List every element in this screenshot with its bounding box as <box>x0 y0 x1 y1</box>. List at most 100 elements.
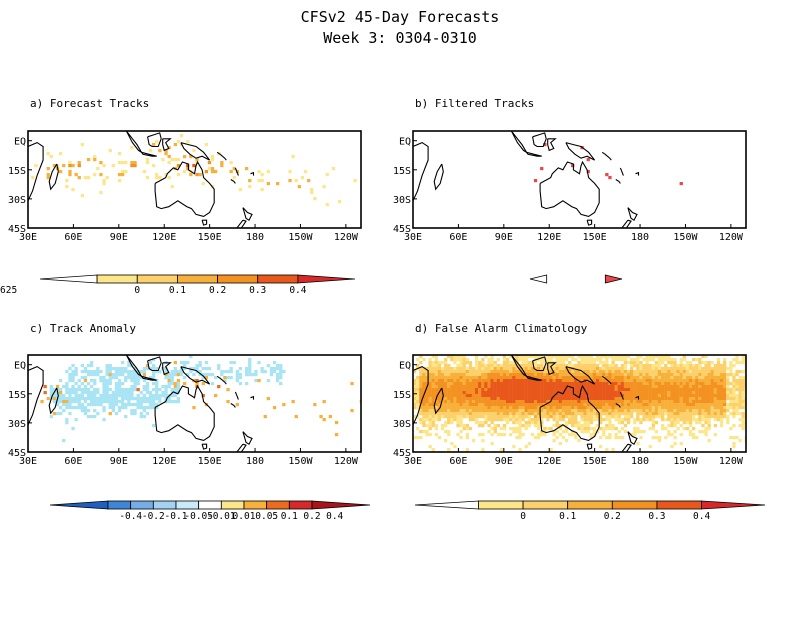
panel-d-lat-tick: 30S <box>393 419 411 430</box>
colorbar-box <box>656 500 702 510</box>
colorbar-box <box>175 500 200 510</box>
panel-c-frame <box>27 354 362 453</box>
panel-a-frame <box>27 130 362 229</box>
panel-d-lon-tick: 120E <box>537 456 561 467</box>
panel-b-lon-tick: 60E <box>449 232 467 243</box>
colorbar-box <box>478 500 524 510</box>
panel-b-lon-tick: 150W <box>673 232 698 243</box>
panel-d-lon-tick: 150E <box>583 456 607 467</box>
figure-title-line1: CFSv2 45-Day Forecasts <box>301 8 500 26</box>
panel-c-field <box>28 355 361 452</box>
map-panels: a) Forecast Tracks 30E 60E 90E 120E 150E 180 15… <box>0 97 766 522</box>
panel-a: a) Forecast Tracks 30E 60E 90E 120E 150E 180 15… <box>8 97 362 296</box>
panel-a-lon-tick: 120E <box>152 232 176 243</box>
panel-b-colorbar: 0.0625 <box>0 274 623 296</box>
panel-c-label: c) Track Anomaly <box>30 322 136 335</box>
panel-d-label: d) False Alarm Climatology <box>415 322 588 335</box>
panel-b-lat-tick: 30S <box>393 195 411 206</box>
panel-b-lat-tick: 15S <box>393 166 411 177</box>
panel-c-lat-tick: EQ <box>14 361 26 372</box>
panel-a-lon-tick: 60E <box>64 232 82 243</box>
colorbar-label: 0.1 <box>169 285 186 296</box>
panel-c-lat-tick: 45S <box>8 448 26 459</box>
colorbar-box <box>567 500 613 510</box>
panel-d-field <box>413 355 746 452</box>
panel-d-lat-tick: 15S <box>393 390 411 401</box>
panel-d-lon-tick: 90E <box>495 456 513 467</box>
panel-c-lon-tick: 30E <box>19 456 37 467</box>
panel-d: d) False Alarm Climatology 30E 60E 90E 120E 1… <box>393 322 766 522</box>
colorbar-label: -0.2 <box>142 511 165 522</box>
panel-a-lat-tick: 30S <box>8 195 26 206</box>
colorbar-box <box>198 500 222 510</box>
panel-b-lon-tick: 120E <box>537 232 561 243</box>
colorbar-label: 0.3 <box>648 511 665 522</box>
panel-b-coastlines <box>413 131 640 228</box>
panel-c-lat-tick: 30S <box>8 419 26 430</box>
panel-a-colorbar: 0 0.1 0.2 0.3 0.4 <box>39 274 356 296</box>
colorbar-label: 0 <box>520 511 526 522</box>
colorbar-box <box>152 500 177 510</box>
panel-a-label: a) Forecast Tracks <box>30 97 149 110</box>
panel-c-coastlines <box>28 355 255 452</box>
colorbar-label: 0.2 <box>604 511 621 522</box>
panel-a-lon-tick: 30E <box>19 232 37 243</box>
colorbar-label: 0 <box>134 285 140 296</box>
colorbar-box <box>522 500 569 510</box>
panel-c-lon-tick: 150W <box>288 456 313 467</box>
colorbar-box <box>257 274 299 284</box>
colorbar-label: -0.01 <box>207 511 236 522</box>
panel-a-coastlines <box>28 131 255 228</box>
panel-d-lat-tick: EQ <box>399 361 411 372</box>
colorbar-label: 0.4 <box>289 285 306 296</box>
panel-b-frame <box>412 130 747 229</box>
panel-b: b) Filtered Tracks 30E 60E 90E 120E 150E 180 15… <box>0 97 747 296</box>
colorbar-box <box>136 274 178 284</box>
panel-c-lon-tick: 150E <box>198 456 222 467</box>
panel-c-lon-tick: 180 <box>246 456 264 467</box>
colorbar-label: 0.05 <box>255 511 278 522</box>
panel-a-lon-tick: 120W <box>334 232 359 243</box>
colorbar-label: 0.1 <box>281 511 298 522</box>
panel-b-field <box>413 131 683 228</box>
colorbar-label: -0.05 <box>184 511 213 522</box>
panel-c-lat-tick: 15S <box>8 390 26 401</box>
panel-c-lon-tick: 60E <box>64 456 82 467</box>
panel-a-lon-tick: 90E <box>110 232 128 243</box>
colorbar-box <box>266 500 290 510</box>
panel-a-lat-tick: 45S <box>8 224 26 235</box>
colorbar-box <box>217 274 259 284</box>
panel-d-lon-tick: 30E <box>404 456 422 467</box>
colorbar-box <box>107 500 132 510</box>
colorbar-label: -0.1 <box>165 511 188 522</box>
panel-c-colorbar: -0.4 -0.2 -0.1-0.05-0.010.01 0.05 0.1 0.2 0.4 <box>49 500 371 522</box>
panel-d-lon-tick: 120W <box>719 456 744 467</box>
panel-d-lon-tick: 60E <box>449 456 467 467</box>
colorbar-box <box>220 500 245 510</box>
panel-a-field <box>28 131 357 228</box>
colorbar-label: 0.4 <box>693 511 710 522</box>
panel-b-lon-tick: 30E <box>404 232 422 243</box>
panel-a-lat-tick: 15S <box>8 166 26 177</box>
panel-d-lat-tick: 45S <box>393 448 411 459</box>
colorbar-box <box>130 500 154 510</box>
panel-b-lat-tick: EQ <box>399 137 411 148</box>
panel-b-lon-tick: 120W <box>719 232 744 243</box>
colorbar-box <box>611 500 658 510</box>
colorbar-box <box>288 500 313 510</box>
colorbar-label: -0.4 <box>119 511 142 522</box>
colorbar-label: 0.2 <box>303 511 320 522</box>
panel-b-label: b) Filtered Tracks <box>415 97 534 110</box>
panel-a-lon-tick: 150W <box>288 232 313 243</box>
panel-c-lon-tick: 90E <box>110 456 128 467</box>
panel-d-lon-tick: 180 <box>631 456 649 467</box>
panel-b-lon-tick: 180 <box>631 232 649 243</box>
panel-d-lon-tick: 150W <box>673 456 698 467</box>
figure-title-line2: Week 3: 0304-0310 <box>323 29 477 47</box>
panel-a-lon-tick: 150E <box>198 232 222 243</box>
panel-d-frame <box>412 354 747 453</box>
panel-b-lon-tick: 150E <box>583 232 607 243</box>
panel-c-lon-tick: 120W <box>334 456 359 467</box>
colorbar-label: 0.1 <box>559 511 576 522</box>
